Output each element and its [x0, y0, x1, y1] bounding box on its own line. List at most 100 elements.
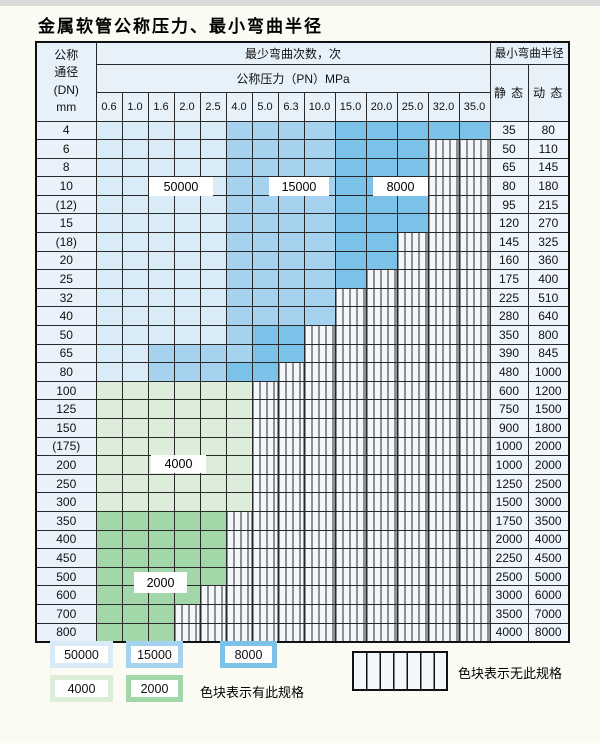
legend-swatch-8000: 8000	[220, 641, 277, 668]
dn-value: (175)	[35, 436, 97, 457]
spec-cell-2000	[147, 529, 175, 550]
no-spec-cell	[277, 473, 305, 494]
dn-value: 50	[35, 325, 97, 345]
spec-cell-2000	[199, 548, 227, 568]
no-spec-cell	[427, 250, 460, 271]
spec-cell-15000	[251, 232, 279, 252]
pressure-col-header: 15.0	[334, 91, 367, 122]
no-spec-cell	[225, 529, 253, 550]
no-spec-cell	[334, 399, 367, 419]
spec-cell-50000	[95, 325, 123, 345]
spec-cell-4000	[173, 380, 201, 401]
no-spec-cell	[365, 380, 398, 401]
no-spec-cell	[173, 622, 201, 643]
no-spec-cell	[277, 399, 305, 419]
spec-cell-15000	[303, 232, 336, 252]
static-radius-value: 2250	[489, 548, 529, 568]
spec-cell-2000	[199, 510, 227, 531]
spec-cell-2000	[121, 603, 149, 624]
no-spec-cell	[458, 380, 491, 401]
no-spec-cell	[458, 436, 491, 457]
no-spec-cell	[225, 603, 253, 624]
spec-cell-50000	[121, 157, 149, 178]
no-spec-cell	[427, 436, 460, 457]
no-spec-cell	[303, 548, 336, 568]
no-spec-cell	[396, 548, 429, 568]
spec-cell-50000	[199, 139, 227, 159]
dn-value: 800	[35, 622, 97, 643]
spec-cell-15000	[277, 213, 305, 234]
spec-cell-8000	[334, 232, 367, 252]
spec-cell-50000	[147, 120, 175, 141]
dynamic-radius-value: 1500	[527, 399, 570, 419]
spec-cell-50000	[121, 139, 149, 159]
no-spec-cell	[427, 194, 460, 215]
no-spec-cell	[251, 399, 279, 419]
legend-note-has-spec: 色块表示有此规格	[200, 685, 305, 700]
no-spec-cell	[458, 213, 491, 234]
spec-cell-4000	[173, 418, 201, 438]
table-row: 400 2000 4000	[35, 529, 570, 550]
no-spec-cell	[396, 343, 429, 364]
spec-cell-50000	[173, 139, 201, 159]
spec-cell-2000	[121, 548, 149, 568]
no-spec-cell	[303, 418, 336, 438]
static-radius-value: 750	[489, 399, 529, 419]
spec-cell-8000	[365, 139, 398, 159]
no-spec-cell	[427, 585, 460, 605]
no-spec-cell	[334, 455, 367, 475]
no-spec-cell	[334, 343, 367, 364]
spec-cell-8000	[396, 213, 429, 234]
dynamic-radius-value: 640	[527, 306, 570, 327]
no-spec-cell	[251, 418, 279, 438]
table-row: 200 1000 2000	[35, 455, 570, 475]
spec-cell-15000	[277, 157, 305, 178]
spec-cell-50000	[199, 325, 227, 345]
table-row: 25 175 400	[35, 269, 570, 289]
no-spec-cell	[396, 418, 429, 438]
static-radius-value: 4000	[489, 622, 529, 643]
no-spec-cell	[303, 585, 336, 605]
dynamic-radius-value: 1200	[527, 380, 570, 401]
spec-cell-2000	[121, 529, 149, 550]
spec-cell-50000	[147, 306, 175, 327]
table-row: 700 3500 7000	[35, 603, 570, 624]
cycle-count-label: 15000	[269, 177, 329, 196]
spec-cell-50000	[121, 269, 149, 289]
spec-cell-50000	[121, 362, 149, 382]
dn-value: 400	[35, 529, 97, 550]
no-spec-cell	[251, 603, 279, 624]
no-spec-cell	[458, 269, 491, 289]
dynamic-radius-value: 3500	[527, 510, 570, 531]
spec-cell-50000	[173, 194, 201, 215]
spec-cell-50000	[95, 194, 123, 215]
legend-swatch-15000: 15000	[126, 641, 183, 668]
dynamic-radius-value: 360	[527, 250, 570, 271]
spec-cell-50000	[121, 287, 149, 308]
no-spec-cell	[427, 548, 460, 568]
spec-cell-4000	[173, 492, 201, 512]
no-spec-cell	[396, 269, 429, 289]
no-spec-cell	[277, 585, 305, 605]
pressure-header-row: 0.6 1.0 1.6 2.0 2.5 4.0 5.0 6.3 10.0 15.0 20.0 25.0…	[36, 91, 569, 122]
no-spec-cell	[365, 287, 398, 308]
dn-value: 200	[35, 455, 97, 475]
dn-value: (18)	[35, 232, 97, 252]
table-row: 80 480 1000	[35, 362, 570, 382]
spec-cell-4000	[199, 492, 227, 512]
spec-cell-15000	[173, 362, 201, 382]
spec-cell-50000	[121, 325, 149, 345]
spec-cell-50000	[121, 194, 149, 215]
spec-cell-8000	[396, 194, 429, 215]
no-spec-cell	[365, 622, 398, 643]
spec-cell-2000	[199, 529, 227, 550]
table-row: 125 750 1500	[35, 399, 570, 419]
no-spec-cell	[458, 176, 491, 196]
spec-cell-8000	[365, 250, 398, 271]
spec-cell-8000	[365, 213, 398, 234]
static-radius-value: 1000	[489, 455, 529, 475]
no-spec-cell	[199, 622, 227, 643]
dn-value: 450	[35, 548, 97, 568]
table-row: 500 2500 5000	[35, 566, 570, 587]
